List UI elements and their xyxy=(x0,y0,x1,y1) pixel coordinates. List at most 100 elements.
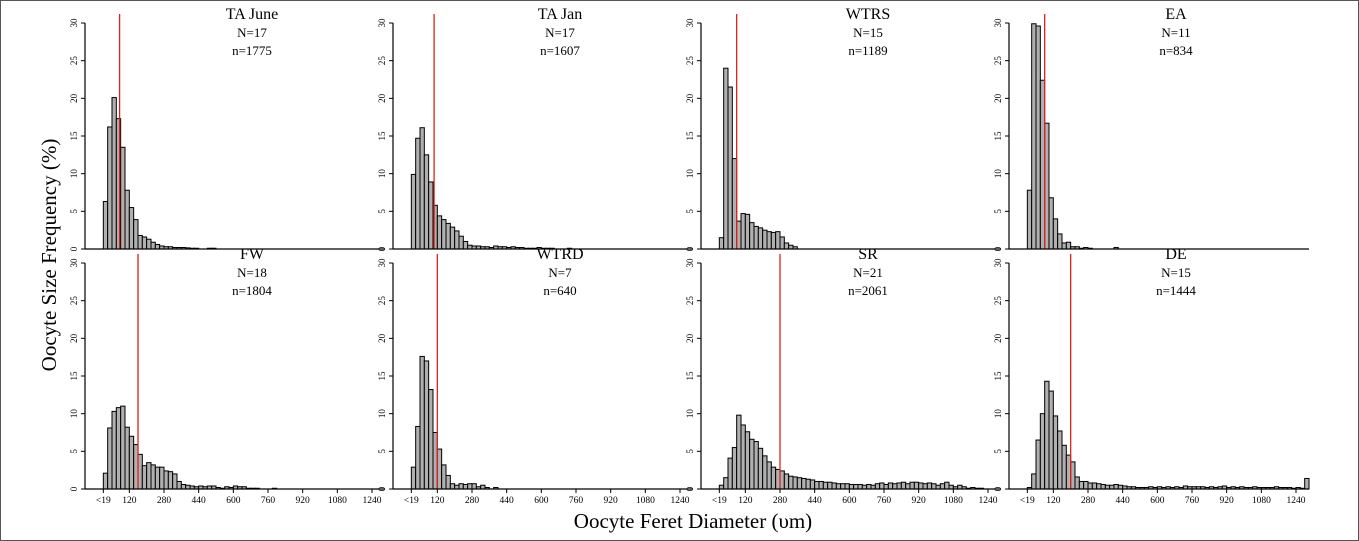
histogram-bar xyxy=(753,441,759,490)
x-tick-label: 280 xyxy=(157,496,172,506)
y-tick-label: 15 xyxy=(685,371,695,381)
histogram-bar xyxy=(133,219,139,250)
y-tick-label: 0 xyxy=(377,246,387,251)
y-tick-label: 0 xyxy=(69,246,79,251)
histogram-bar xyxy=(428,389,434,490)
histogram-bar xyxy=(1057,430,1063,490)
x-tick-label: 600 xyxy=(842,496,857,506)
histogram-bar xyxy=(441,464,447,490)
histogram-bar xyxy=(410,466,417,490)
panel-oocyte-count: n=834 xyxy=(1159,43,1193,58)
histogram-bar xyxy=(783,473,790,490)
histogram-bar xyxy=(454,230,460,250)
y-tick-label: 10 xyxy=(377,169,387,179)
histogram-bar xyxy=(1113,483,1119,490)
y-tick-label: 20 xyxy=(993,93,1003,103)
histogram-bar xyxy=(445,474,451,490)
histogram-bar xyxy=(423,154,430,250)
y-tick-label: 5 xyxy=(685,449,695,454)
histogram-bar xyxy=(892,483,898,490)
histogram-bar xyxy=(753,225,759,250)
histogram-bar xyxy=(783,242,790,250)
histogram-bar xyxy=(146,462,152,490)
histogram-bar xyxy=(744,431,751,490)
histogram-bar xyxy=(445,222,451,250)
histogram-bar xyxy=(766,231,772,250)
x-tick-label: 1240 xyxy=(979,496,998,506)
histogram-bar xyxy=(840,483,846,490)
x-tick-label: 600 xyxy=(1150,496,1165,506)
x-tick-label: 440 xyxy=(500,496,515,506)
histogram-bar xyxy=(805,478,811,490)
x-tick-label: 760 xyxy=(261,496,276,506)
histogram-bar xyxy=(128,435,135,490)
histogram-bar xyxy=(827,481,833,490)
x-tick-label: 920 xyxy=(1220,496,1235,506)
panel-sample-size: N=15 xyxy=(853,25,883,40)
y-tick-label: 0 xyxy=(377,486,387,491)
y-tick-label: 10 xyxy=(69,409,79,419)
y-tick-label: 20 xyxy=(685,93,695,103)
histogram-bar xyxy=(909,481,915,490)
x-tick-label: 440 xyxy=(192,496,207,506)
y-tick-label: 5 xyxy=(377,449,387,454)
y-tick-label: 0 xyxy=(685,246,695,251)
y-tick-label: 25 xyxy=(69,56,79,66)
y-tick-label: 5 xyxy=(69,449,79,454)
histogram-bar xyxy=(1026,189,1033,250)
histogram-bar xyxy=(1065,241,1072,250)
x-tick-label: 600 xyxy=(226,496,241,506)
histogram-bar xyxy=(111,97,117,250)
x-tick-label: 1240 xyxy=(1287,496,1306,506)
histogram-bar xyxy=(831,482,837,490)
histogram-bar xyxy=(1061,444,1067,490)
x-tick-label: <19 xyxy=(712,496,727,506)
y-tick-label: 25 xyxy=(377,296,387,306)
histogram-bar xyxy=(718,237,725,250)
panel-title: WTRD xyxy=(536,246,583,263)
histogram-bar xyxy=(931,483,937,490)
histogram-bar xyxy=(1091,482,1098,490)
x-tick-label: 120 xyxy=(430,496,445,506)
histogram-bar xyxy=(766,461,772,490)
x-axis-label: Oocyte Feret Diameter (υm) xyxy=(574,509,812,533)
histogram-bar xyxy=(731,447,738,490)
y-tick-label: 0 xyxy=(685,486,695,491)
y-tick-label: 30 xyxy=(685,258,695,268)
y-tick-label: 25 xyxy=(685,296,695,306)
histogram-bar xyxy=(883,483,889,490)
histogram-bar xyxy=(801,477,807,490)
histogram-bar xyxy=(1044,122,1050,250)
histogram-bar xyxy=(176,480,182,490)
histogram-bar xyxy=(436,215,443,250)
histogram-bar xyxy=(1065,454,1072,490)
histogram-bar xyxy=(1039,413,1046,490)
histogram-bar xyxy=(896,482,902,490)
x-tick-label: 120 xyxy=(122,496,137,506)
panel-sample-size: N=7 xyxy=(548,265,572,280)
histogram-bar xyxy=(423,360,430,490)
panel-6: 0 5 10 15 20 25 30 <19 120 280 440 600 760 920 1080 124… xyxy=(377,246,693,506)
histogram-bar xyxy=(111,410,117,490)
histogram-bar xyxy=(102,201,109,250)
histogram-bar xyxy=(120,146,126,250)
y-tick-label: 30 xyxy=(69,258,79,268)
histogram-bar xyxy=(809,479,816,490)
histogram-bar xyxy=(154,466,161,490)
y-tick-label: 0 xyxy=(993,246,1003,251)
histogram-bar xyxy=(770,466,777,490)
y-tick-label: 25 xyxy=(69,296,79,306)
y-tick-label: 15 xyxy=(377,371,387,381)
x-tick-label: 760 xyxy=(1185,496,1200,506)
histogram-bar xyxy=(844,483,850,490)
y-tick-label: 10 xyxy=(685,409,695,419)
panel-title: FW xyxy=(240,246,265,263)
x-tick-label: 120 xyxy=(738,496,753,506)
x-tick-label: 1080 xyxy=(328,496,347,506)
x-tick-label: 440 xyxy=(808,496,823,506)
panel-sample-size: N=11 xyxy=(1161,25,1190,40)
histogram-bar xyxy=(848,483,855,490)
y-axis-label: Oocyte Size Frequency (%) xyxy=(37,139,61,372)
histogram-bar xyxy=(137,234,143,250)
histogram-bar xyxy=(814,480,820,490)
